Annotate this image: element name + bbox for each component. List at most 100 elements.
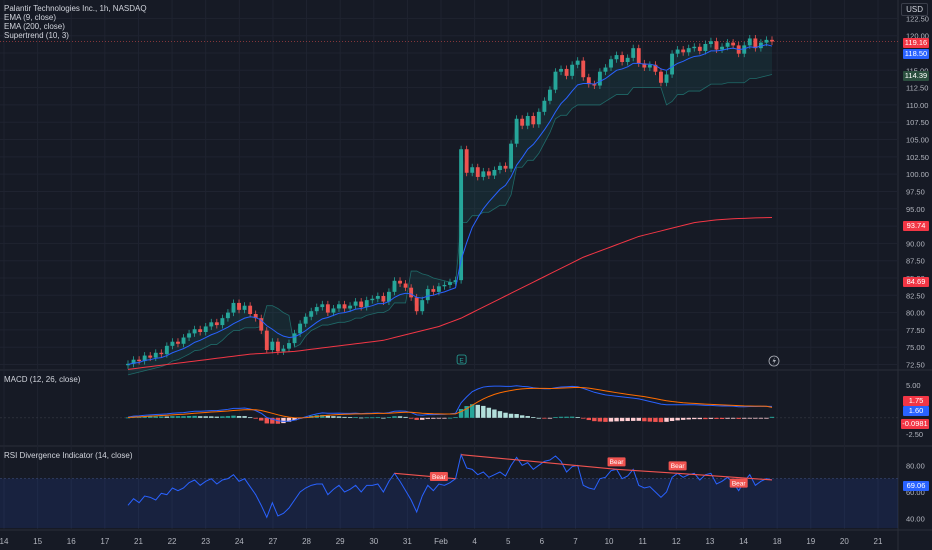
macd-histogram-bar <box>714 417 719 419</box>
candle-body <box>431 289 436 292</box>
candle-body <box>176 341 180 344</box>
macd-histogram-bar <box>725 417 730 419</box>
macd-histogram-bar <box>508 413 514 418</box>
time-tick-label: 24 <box>235 537 244 546</box>
macd-histogram-bar <box>625 417 630 422</box>
macd-histogram-bar <box>286 417 292 422</box>
divergence-line <box>461 454 617 470</box>
last-price-tag: 119.16 <box>903 38 929 48</box>
macd-histogram-bar <box>503 412 508 418</box>
time-tick-label: 23 <box>201 537 210 546</box>
macd-histogram-bar <box>220 416 225 418</box>
time-tick-label: 6 <box>540 537 545 546</box>
candle-body <box>420 300 425 312</box>
time-tick-label: 31 <box>403 537 412 546</box>
candle-body <box>636 48 641 64</box>
macd-histogram-bar <box>209 416 214 418</box>
macd-histogram-bar <box>486 407 492 418</box>
macd-histogram-bar <box>619 417 625 422</box>
candle-body <box>586 77 591 85</box>
time-tick-label: 13 <box>705 537 714 546</box>
macd-histogram-bar <box>270 417 275 424</box>
macd-histogram-bar <box>153 416 158 418</box>
macd-histogram-bar <box>242 416 247 418</box>
time-tick-label: 16 <box>67 537 76 546</box>
candle-body <box>320 304 325 308</box>
ema9-price-tag: 118.50 <box>903 49 929 59</box>
macd-histogram-bar <box>542 417 547 419</box>
candle-body <box>398 280 402 284</box>
macd-histogram-bar <box>547 417 553 419</box>
time-tick-label: 14 <box>739 537 748 546</box>
price-tick-label: 120.00 <box>906 32 929 41</box>
candle-body <box>697 46 702 51</box>
macd-histogram-bar <box>453 417 458 419</box>
macd-value-tag: 1.75 <box>903 396 929 406</box>
candle-body <box>481 171 486 177</box>
candle-body <box>492 170 497 176</box>
prev-close-tag: 84.69 <box>903 277 929 287</box>
macd-histogram-bar <box>636 417 641 421</box>
price-tick-label: 82.50 <box>906 291 925 300</box>
candle-body <box>337 304 341 309</box>
time-tick-label: 17 <box>100 537 109 546</box>
price-tick-label: 115.00 <box>906 66 928 75</box>
time-tick-label: 12 <box>672 537 681 546</box>
bear-label-text: Bear <box>732 480 747 487</box>
candle-body <box>692 46 697 49</box>
candle-body <box>520 118 525 126</box>
candle-body <box>575 60 580 65</box>
macd-histogram-bar <box>764 417 769 419</box>
macd-histogram-bar <box>231 415 236 418</box>
macd-histogram-bar <box>292 417 297 421</box>
candle-body <box>270 341 275 350</box>
rsi-title: RSI Divergence Indicator (14, close) <box>4 451 133 460</box>
lightning-bolt-icon <box>772 357 776 365</box>
time-tick-label: 5 <box>506 537 511 546</box>
candle-body <box>459 149 464 281</box>
candle-body <box>309 311 314 317</box>
time-axis[interactable]: 14 15 16 17 21 22 23 24 27 28 29 30 31 Feb 4 5 6 7 10 11 12 1… <box>0 537 883 546</box>
rsi-pane[interactable]: Bear Bear Bear Bear <box>0 453 898 528</box>
bear-label-text: Bear <box>671 463 686 470</box>
macd-histogram-bar <box>420 417 425 420</box>
candle-body <box>353 301 358 306</box>
candle-body <box>708 41 713 44</box>
price-pane[interactable]: E <box>0 35 898 376</box>
macd-histogram-bar <box>425 417 431 419</box>
candle-body <box>703 44 708 51</box>
macd-histogram-bar <box>342 416 347 418</box>
macd-pane[interactable] <box>0 385 898 424</box>
candle-body <box>264 330 269 350</box>
rsi-tick-label: 80.00 <box>906 461 925 470</box>
candle-body <box>248 305 253 314</box>
bear-label: Bear <box>607 457 626 467</box>
candle-body <box>714 41 719 50</box>
candle-body <box>620 55 625 62</box>
price-tick-label: 100.00 <box>906 170 929 179</box>
macd-histogram-bar <box>236 416 242 418</box>
candle-body <box>386 291 391 302</box>
price-axis[interactable]: 72.5075.0077.5080.0082.5085.0087.5090.00… <box>906 14 929 523</box>
candle-body <box>237 302 241 310</box>
macd-histogram-bar <box>686 417 691 420</box>
divergence-line <box>616 468 678 474</box>
macd-histogram-bar <box>742 417 747 419</box>
candle-body <box>564 68 569 76</box>
candle-body <box>514 118 519 144</box>
candle-body <box>559 68 563 72</box>
candle-body <box>148 355 153 358</box>
macd-histogram-bar <box>475 404 480 418</box>
currency-button[interactable]: USD <box>901 3 928 16</box>
candle-body <box>164 345 169 355</box>
time-tick-label: 20 <box>840 537 849 546</box>
bear-label-text: Bear <box>432 474 447 481</box>
candle-body <box>614 55 619 60</box>
earnings-badge-frame <box>456 354 467 365</box>
candle-body <box>581 60 586 78</box>
macd-histogram-bar <box>736 417 741 419</box>
time-tick-label: 21 <box>134 537 143 546</box>
candle-body <box>675 49 680 54</box>
macd-histogram-bar <box>669 417 675 422</box>
ema200-line <box>127 216 773 370</box>
